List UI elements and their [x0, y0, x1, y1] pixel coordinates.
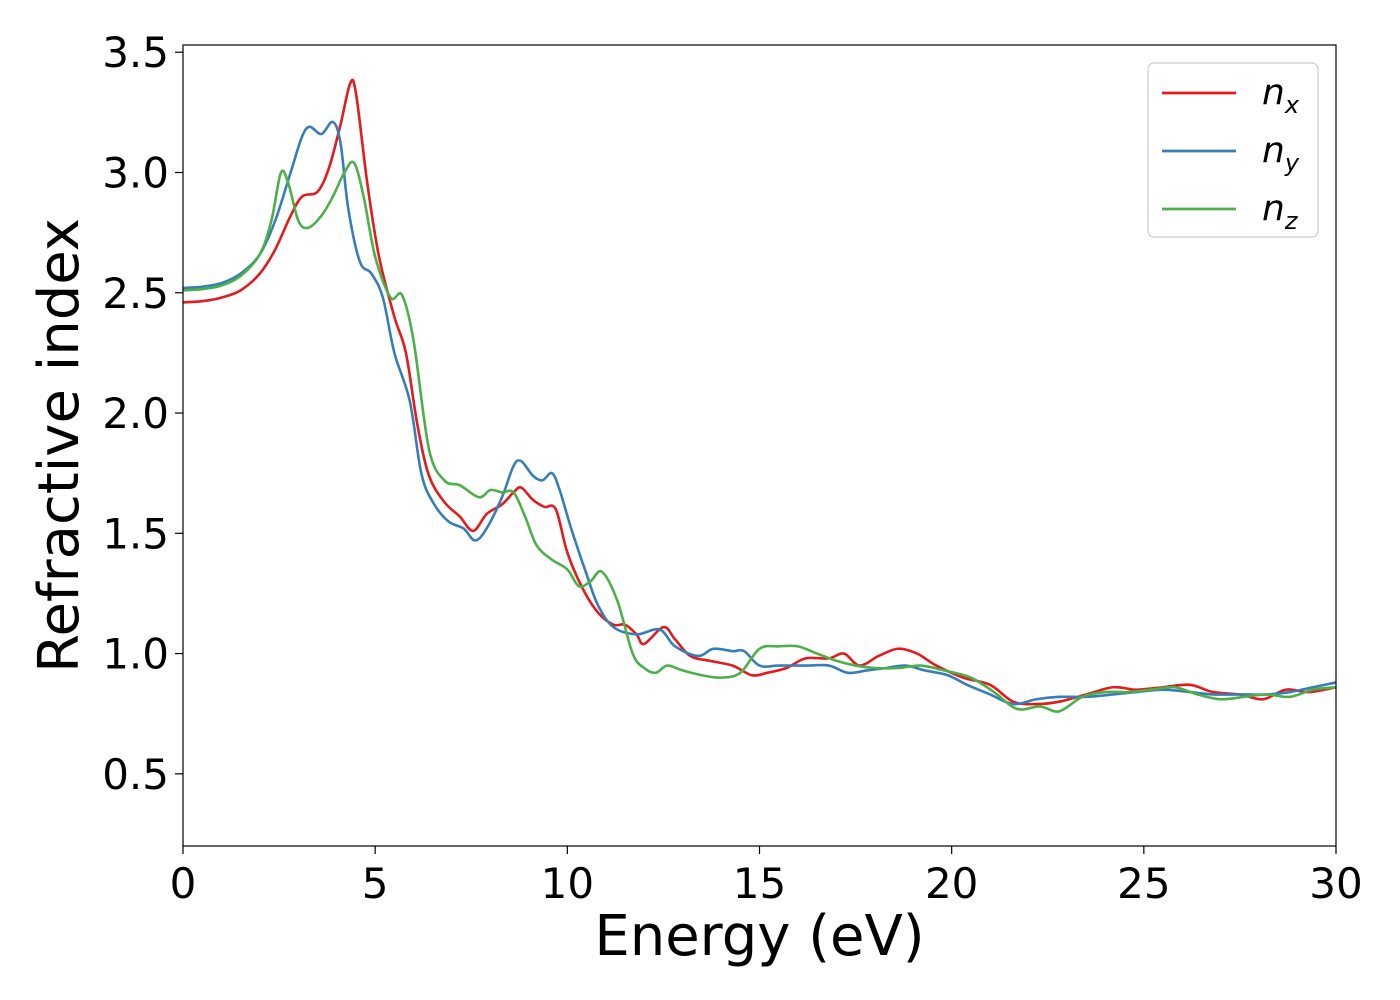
y-tick-label: 1.0: [102, 630, 169, 679]
y-tick-label: 3.5: [102, 28, 169, 77]
y-axis-label: Refractive index: [27, 218, 92, 673]
y-tick-label: 2.5: [102, 269, 169, 318]
y-axis-ticks: 0.5 1.0 1.5 2.0 2.5 3.0 3.5: [102, 28, 183, 799]
legend-label-nz: nz: [1262, 188, 1299, 235]
x-axis-label: Energy (eV): [594, 904, 924, 969]
legend-label-subscript: x: [1284, 91, 1300, 119]
series-layer: [182, 78, 1337, 713]
series-line-nz: [182, 160, 1337, 713]
legend-label-nx: nx: [1262, 72, 1300, 119]
x-tick-label: 0: [170, 859, 197, 908]
series-line-nx: [182, 78, 1337, 706]
legend-label-main: n: [1262, 72, 1285, 113]
legend-label-ny: ny: [1262, 130, 1300, 177]
y-tick-label: 2.0: [102, 389, 169, 438]
y-tick-label: 0.5: [102, 750, 169, 799]
x-tick-label: 10: [541, 859, 594, 908]
x-tick-label: 30: [1309, 859, 1362, 908]
series-line-ny: [182, 120, 1337, 706]
legend-label-main: n: [1262, 130, 1285, 171]
x-tick-label: 25: [1117, 859, 1170, 908]
legend-label-main: n: [1262, 188, 1285, 229]
x-tick-label: 5: [362, 859, 389, 908]
y-tick-label: 3.0: [102, 148, 169, 197]
legend-label-subscript: z: [1284, 207, 1299, 235]
legend-label-subscript: y: [1284, 149, 1300, 177]
x-axis-ticks: 0 5 10 15 20 25 30: [170, 846, 1363, 908]
y-tick-label: 1.5: [102, 509, 169, 558]
x-tick-label: 15: [733, 859, 786, 908]
x-tick-label: 20: [925, 859, 978, 908]
